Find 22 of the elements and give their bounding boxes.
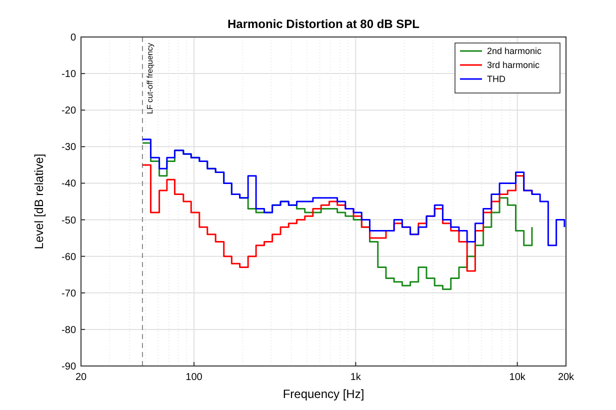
x-tick-label: 1k (350, 372, 362, 383)
y-tick-label: -10 (62, 69, 76, 80)
y-tick-label: 0 (70, 32, 76, 44)
x-tick-label: 10k (509, 372, 526, 383)
chart-title: Harmonic Distortion at 80 dB SPL (227, 17, 420, 31)
x-axis-title: Frequency [Hz] (282, 387, 364, 401)
y-tick-label: -30 (62, 142, 76, 154)
ref-line-label: LF cut-off frequency (145, 43, 154, 114)
x-tick-label: 20 (75, 372, 87, 383)
y-tick-label: -80 (62, 324, 76, 336)
legend-label: 2nd harmonic (487, 46, 542, 56)
y-tick-label: -20 (62, 106, 76, 117)
legend-label: 3rd harmonic (487, 60, 540, 70)
y-tick-label: -60 (62, 252, 76, 263)
y-tick-label: -40 (62, 178, 76, 190)
y-axis-title: Level [dB relative] (32, 154, 46, 250)
y-tick-label: -90 (62, 362, 76, 372)
y-tick-label: -70 (62, 288, 76, 300)
x-tick-label: 100 (186, 372, 203, 383)
x-tick-label: 20k (558, 372, 576, 383)
y-tick-label: -50 (62, 215, 76, 226)
legend-label: THD (487, 74, 506, 84)
